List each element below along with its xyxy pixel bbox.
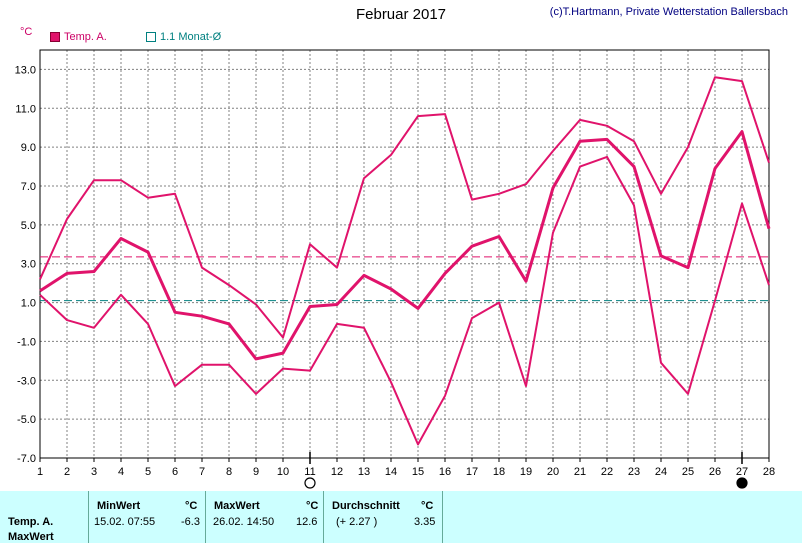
y-tick-label: -5.0 (17, 414, 36, 426)
footer-max-cell: MaxWert °C 26.02. 14:50 12.6 (205, 491, 323, 543)
x-tick-label: 3 (91, 466, 97, 478)
y-tick-label: 13.0 (15, 64, 36, 76)
x-tick-label: 9 (253, 466, 259, 478)
x-tick-label: 23 (628, 466, 640, 478)
footer-max-unit: °C (306, 500, 319, 512)
x-tick-label: 4 (118, 466, 124, 478)
temperature-chart: -7.0 -5.0 -3.0 -1.0 1.0 3.0 5.0 7.0 9.0 11.0 13.0 1… (15, 49, 775, 489)
y-tick-label: -3.0 (17, 375, 36, 387)
x-tick-label: 16 (439, 466, 451, 478)
x-tick-label: 24 (655, 466, 667, 478)
series-line-mean (39, 130, 771, 361)
x-tick-label: 28 (763, 466, 775, 478)
x-tick-label: 7 (199, 466, 205, 478)
footer-avg-header: Durchschnitt (332, 500, 400, 512)
footer-avg-unit: °C (421, 500, 434, 512)
y-tick-label: 3.0 (21, 259, 36, 271)
x-tick-label: 17 (466, 466, 478, 478)
x-tick-label: 15 (412, 466, 424, 478)
x-tick-label: 25 (682, 466, 694, 478)
x-tick-label: 19 (520, 466, 532, 478)
y-tick-label: 9.0 (21, 142, 36, 154)
x-tick-label: 26 (709, 466, 721, 478)
legend-temp-swatch (50, 32, 60, 42)
x-tick-label: 20 (547, 466, 559, 478)
footer-avg-diff: (+ 2.27 ) (336, 516, 378, 528)
footer-row-label-2: MaxWert (8, 531, 54, 543)
footer-min-value: -6.3 (181, 516, 200, 528)
chart-title: Februar 2017 (355, 6, 447, 23)
legend-temp: Temp. A. (50, 31, 107, 43)
y-tick-label: 7.0 (21, 181, 36, 193)
x-tick-label: 10 (277, 466, 289, 478)
x-tick-label: 1 (37, 466, 43, 478)
x-tick-label: 2 (64, 466, 70, 478)
new-moon-marker (304, 477, 316, 489)
x-tick-label: 14 (385, 466, 397, 478)
x-tick-label: 8 (226, 466, 232, 478)
footer-min-date: 15.02. 07:55 (94, 516, 156, 528)
series-line-min (39, 155, 770, 446)
y-tick-label: -1.0 (17, 336, 36, 348)
y-tick-label: 1.0 (21, 298, 36, 310)
y-tick-label: 11.0 (15, 103, 36, 115)
legend-temp-label: Temp. A. (64, 31, 107, 43)
footer-avg-cell: Durchschnitt °C (+ 2.27 ) 3.35 (323, 491, 443, 543)
y-tick-label: 5.0 (21, 220, 36, 232)
full-moon-marker (736, 477, 748, 489)
legend-monthly-avg-swatch (146, 32, 156, 42)
x-tick-label: 5 (145, 466, 151, 478)
x-tick-label: 6 (172, 466, 178, 478)
y-axis-unit: °C (20, 26, 33, 38)
stats-footer: Temp. A. MaxWert MinWert °C 15.02. 07:55… (0, 491, 802, 543)
y-tick-label: -7.0 (17, 453, 36, 465)
footer-min-cell: MinWert °C 15.02. 07:55 -6.3 (88, 491, 205, 543)
x-tick-label: 11 (304, 466, 315, 478)
footer-min-header: MinWert (97, 500, 141, 512)
footer-min-unit: °C (185, 500, 198, 512)
series-line-max (39, 76, 770, 339)
footer-avg-value: 3.35 (414, 516, 436, 528)
credit-text: (c)T.Hartmann, Private Wetterstation Bal… (549, 6, 788, 18)
x-tick-label: 13 (358, 466, 370, 478)
x-tick-label: 22 (601, 466, 613, 478)
x-tick-label: 18 (493, 466, 505, 478)
x-tick-label: 27 (736, 466, 748, 478)
x-tick-label: 12 (331, 466, 343, 478)
footer-max-date: 26.02. 14:50 (213, 516, 275, 528)
x-tick-label: 21 (574, 466, 586, 478)
footer-max-header: MaxWert (214, 500, 260, 512)
footer-max-value: 12.6 (296, 516, 318, 528)
plot-frame (39, 49, 770, 459)
legend-monthly-avg: 1.1 Monat-Ø (146, 31, 221, 43)
legend-monthly-avg-label: 1.1 Monat-Ø (160, 31, 222, 43)
footer-row-label: Temp. A. (8, 516, 54, 528)
